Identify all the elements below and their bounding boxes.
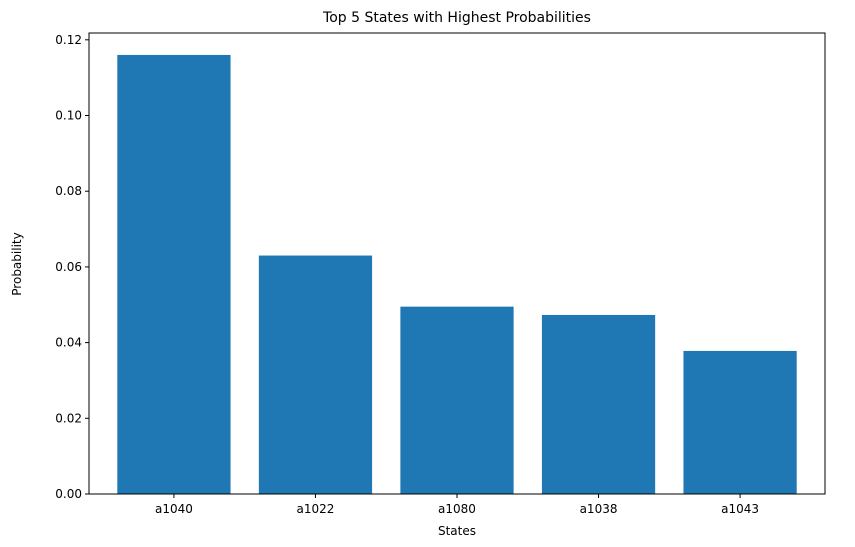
- y-tick-label: 0.12: [55, 33, 82, 47]
- x-tick-label: a1022: [297, 502, 335, 516]
- y-axis: 0.00 0.02 0.04 0.06 0.08 0.10 0.12: [55, 33, 89, 501]
- bar-a1038: [541, 314, 656, 494]
- x-tick-label: a1040: [155, 502, 193, 516]
- bar-a1022: [258, 255, 373, 494]
- bars: [117, 54, 797, 494]
- y-tick-label: 0.00: [55, 487, 82, 501]
- y-tick-label: 0.08: [55, 184, 82, 198]
- x-axis-label: States: [438, 524, 476, 538]
- x-tick-label: a1038: [580, 502, 618, 516]
- chart-title: Top 5 States with Highest Probabilities: [322, 10, 591, 26]
- bar-a1040: [117, 54, 231, 494]
- bar-a1080: [400, 306, 514, 494]
- plot-frame: [88, 32, 826, 495]
- y-tick-label: 0.04: [55, 336, 82, 350]
- x-axis: a1040 a1022 a1080 a1038 a1043: [155, 494, 759, 516]
- x-tick-label: a1080: [438, 502, 476, 516]
- x-tick-label: a1043: [721, 502, 759, 516]
- bar-a1043: [683, 350, 797, 494]
- y-tick-label: 0.06: [55, 260, 82, 274]
- y-tick-label: 0.02: [55, 411, 82, 425]
- y-tick-label: 0.10: [55, 109, 82, 123]
- y-axis-label: Probability: [10, 232, 24, 295]
